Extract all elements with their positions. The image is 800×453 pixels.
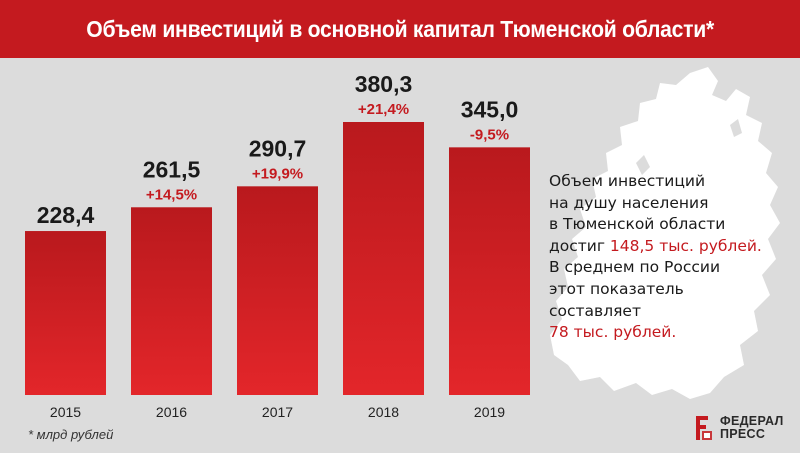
change-label-2017: +19,9% <box>252 165 303 182</box>
info-line: В среднем по России <box>549 258 721 277</box>
info-highlight-value: 148,5 тыс. рублей. <box>609 236 762 255</box>
logo-line-1: ФЕДЕРАЛ <box>720 414 784 428</box>
map-bay <box>730 119 742 137</box>
info-text-block: Объем инвестиций на душу населения в Тюм… <box>549 171 789 344</box>
info-line: составляет <box>549 301 641 320</box>
tyumen-region-map-icon <box>550 67 780 399</box>
bar-2018 <box>343 122 424 395</box>
info-line: этот показатель <box>549 279 684 298</box>
value-label-2017: 290,7 <box>249 135 307 161</box>
unit-footnote: * млрд рублей <box>28 427 114 442</box>
federal-press-logo-icon <box>696 416 712 440</box>
x-tick-label-2018: 2018 <box>368 404 399 420</box>
x-tick-label-2017: 2017 <box>262 404 293 420</box>
change-label-2016: +14,5% <box>146 186 197 203</box>
chart-title: Объем инвестиций в основной капитал Тюме… <box>86 15 714 42</box>
map-lake <box>636 155 650 175</box>
info-line: в Тюменской области <box>549 215 726 234</box>
map-shape <box>550 67 780 399</box>
x-tick-label-2015: 2015 <box>50 404 81 420</box>
info-line: Объем инвестиций <box>549 172 706 190</box>
info-line: достиг 148,5 тыс. рублей. <box>549 236 762 255</box>
info-highlight-value: 78 тыс. рублей. <box>549 323 677 342</box>
header-banner: Объем инвестиций в основной капитал Тюме… <box>0 0 800 58</box>
logo-line-2: ПРЕСС <box>720 427 766 441</box>
bar-2017 <box>237 186 318 395</box>
bar-2015 <box>25 231 106 395</box>
x-tick-label-2019: 2019 <box>474 404 505 420</box>
bar-2016 <box>131 207 212 395</box>
change-label-2018: +21,4% <box>358 101 409 118</box>
value-label-2015: 228,4 <box>37 202 95 228</box>
value-label-2019: 345,0 <box>461 96 519 122</box>
info-line: на душу населения <box>549 193 709 212</box>
federal-press-logo: ФЕДЕРАЛ ПРЕСС <box>688 414 784 442</box>
change-label-2019: -9,5% <box>470 126 509 143</box>
value-label-2018: 380,3 <box>355 71 413 97</box>
bar-chart: 228,4 2015 261,5 +14,5% 2016 290,7 +19,9% 2017 3… <box>25 71 530 420</box>
bar-2019 <box>449 147 530 395</box>
value-label-2016: 261,5 <box>143 156 201 182</box>
x-tick-label-2016: 2016 <box>156 404 187 420</box>
